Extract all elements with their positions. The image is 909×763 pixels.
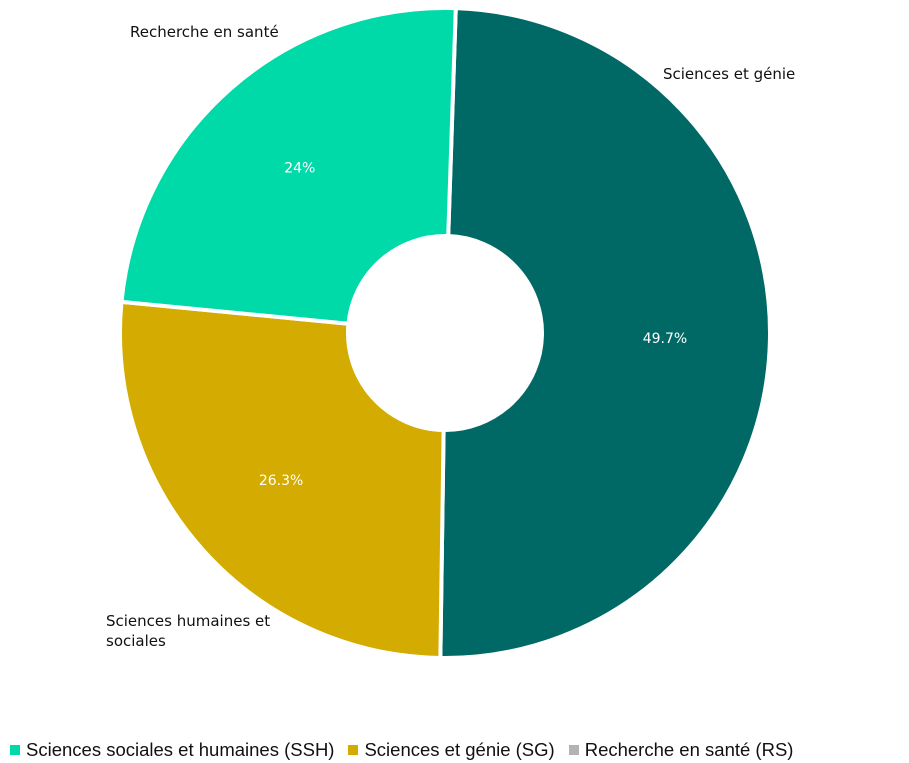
pct-label-ssh: 26.3% [259, 473, 303, 489]
legend-label-rs: Recherche en santé (RS) [584, 739, 794, 760]
legend-swatch-sg [348, 745, 359, 755]
category-label-ssh: Sciences humaines et sociales [106, 612, 270, 650]
chart-legend: Sciences sociales et humaines (SSH) Scie… [10, 739, 807, 761]
legend-item-ssh: Sciences sociales et humaines (SSH) [10, 739, 334, 761]
legend-swatch-ssh [10, 745, 20, 755]
donut-chart: 49.7% 26.3% 24% Sciences et génie Sciences h… [106, 6, 795, 660]
category-label-sg: Sciences et génie [663, 65, 795, 83]
slice-sg [438, 6, 772, 660]
legend-item-rs: Recherche en santé (RS) [568, 739, 794, 761]
legend-label-sg: Sciences et génie (SG) [364, 739, 555, 760]
category-label-rs: Recherche en santé [130, 23, 279, 41]
pct-label-sg: 49.7% [643, 331, 687, 347]
legend-label-ssh: Sciences sociales et humaines (SSH) [26, 739, 335, 760]
pct-label-rs: 24% [284, 161, 315, 177]
legend-swatch-rs [568, 745, 579, 755]
legend-item-sg: Sciences et génie (SG) [348, 739, 555, 761]
slice-rs [119, 6, 458, 326]
slice-ssh [118, 299, 446, 660]
